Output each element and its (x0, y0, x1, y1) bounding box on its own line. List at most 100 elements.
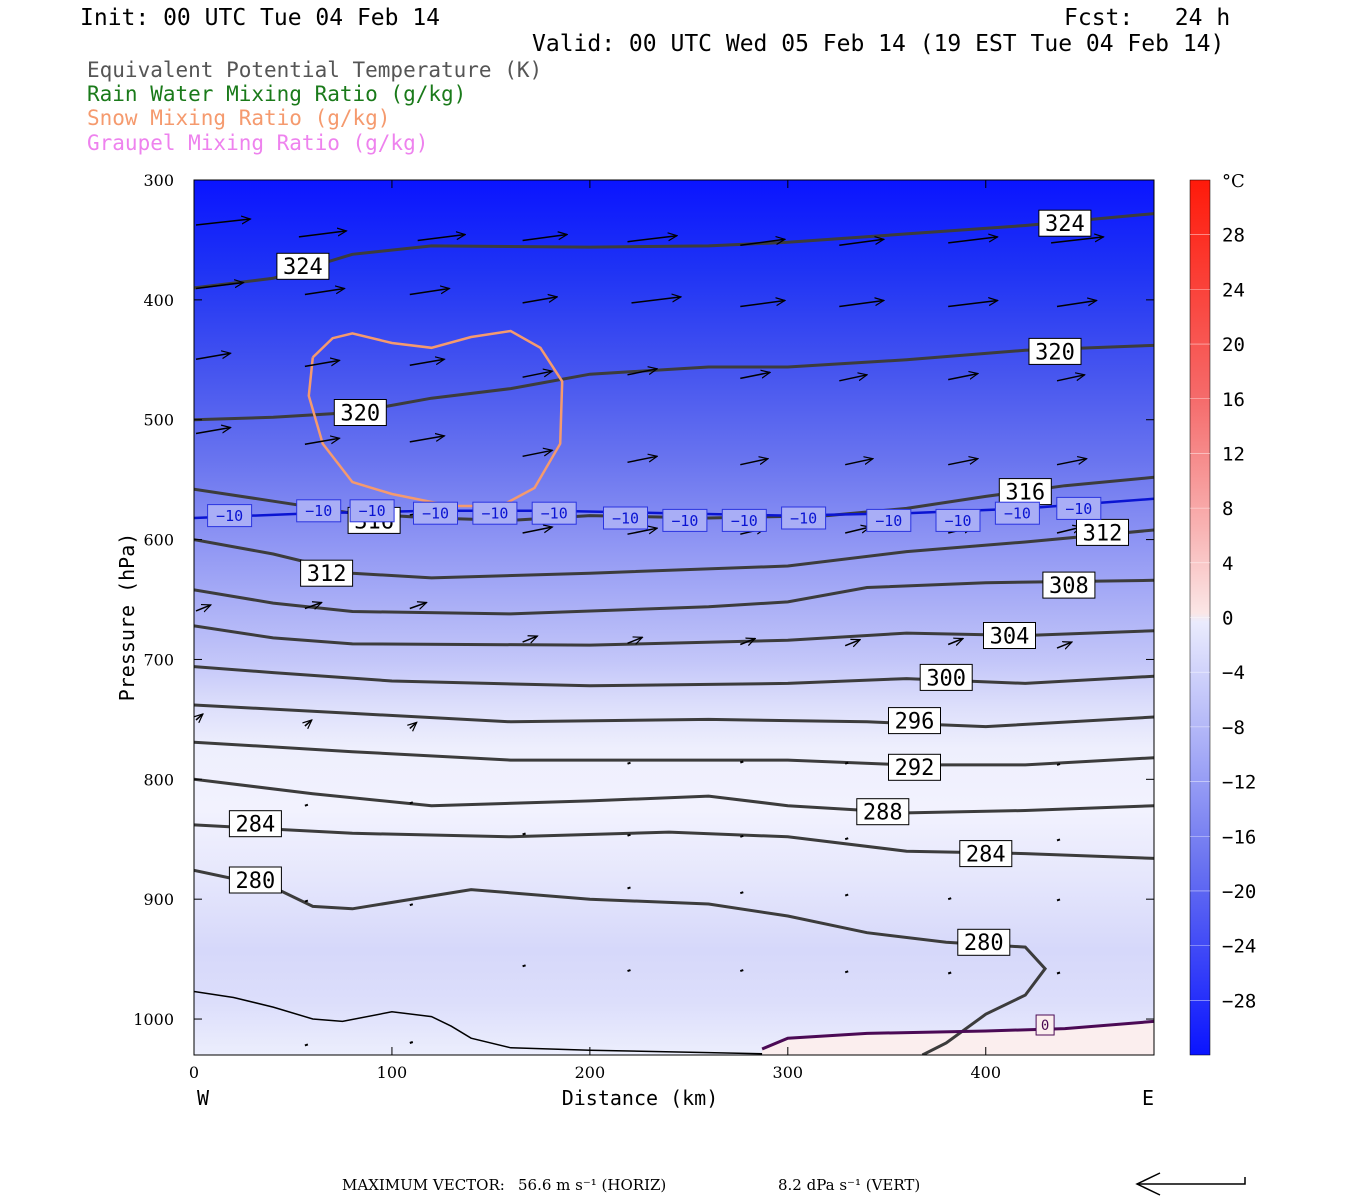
y-tick-label: 900 (143, 890, 174, 909)
wind-vector (522, 832, 526, 836)
wind-vector (409, 289, 450, 296)
theta-e-label-304: 304 (983, 622, 1036, 649)
east-label: E (1142, 1086, 1154, 1110)
legend-graupel: Graupel Mixing Ratio (g/kg) (87, 131, 429, 155)
isotherm-minus10-label: −10 (296, 499, 342, 523)
theta-e-label-316-text: 316 (1005, 481, 1045, 506)
isotherm-minus10-label-box (994, 501, 1040, 525)
colorbar-tick-label: 0 (1222, 608, 1233, 630)
isotherm-minus10-label-box (349, 499, 395, 523)
theta-e-label-280: 280 (228, 866, 282, 894)
wind-vector (196, 714, 203, 720)
wind-vector (845, 527, 870, 534)
snow-contours (307, 329, 564, 508)
theta-e-label-308: 308 (1042, 571, 1096, 599)
snow-contour (307, 329, 564, 508)
wind-vector (948, 301, 997, 308)
theta-e-label-288-text: 288 (863, 801, 903, 826)
x-tick-label: 300 (773, 1063, 804, 1082)
wind-vector (627, 833, 631, 837)
colorbar-tick-label: 12 (1222, 443, 1245, 465)
colorbar-tick-label: −24 (1222, 936, 1256, 958)
plot-frame (193, 179, 1155, 1056)
wind-vector (409, 359, 445, 366)
isotherm-minus10-label-text: −10 (790, 509, 817, 527)
contour-labels: 3243243203203163163123123083043002962922… (207, 209, 1129, 1036)
isotherm-minus10-label: −10 (935, 508, 981, 532)
theta-e-label-284: 284 (228, 810, 282, 838)
wind-vector (947, 897, 952, 901)
isotherm-minus10-label: −10 (207, 504, 253, 528)
max-vector-arrow-shaft (1137, 1177, 1246, 1185)
max-vector-vert: 8.2 dPa s⁻¹ (VERT) (778, 1176, 921, 1194)
theta-e-label-324: 324 (276, 252, 330, 280)
isotherm-minus10-label-box (472, 501, 518, 525)
legend-rain-water: Rain Water Mixing Ratio (g/kg) (87, 82, 467, 106)
wind-vector (627, 369, 658, 376)
wind-vector (195, 219, 250, 226)
theta-e-label-292-text: 292 (895, 756, 935, 781)
wind-vector (948, 374, 978, 381)
x-tick-label: 400 (970, 1063, 1001, 1082)
theta-e-label-312-box (1076, 518, 1129, 546)
wind-vector (1056, 971, 1061, 975)
theta-e-label-316: 316 (998, 478, 1052, 506)
valid-time: Valid: 00 UTC Wed 05 Feb 14 (19 EST Tue … (532, 31, 1225, 57)
wind-vector (845, 459, 873, 466)
wind-vector (522, 527, 553, 534)
colorbar-tick-label: −4 (1222, 662, 1245, 684)
isotherm-minus10-label: −10 (781, 506, 827, 530)
wind-vector (409, 801, 414, 805)
isotherm-minus10-label-text: −10 (671, 512, 698, 530)
wind-vector (1056, 838, 1061, 842)
wind-vector (304, 360, 340, 368)
isotherm-zero-label: 0 (1035, 1014, 1055, 1036)
legend-snow: Snow Mixing Ratio (g/kg) (87, 106, 391, 130)
isotherm-minus10-label-text: −10 (1065, 500, 1092, 518)
isotherm-minus10-label: −10 (866, 508, 912, 532)
theta-e-label-304-text: 304 (990, 624, 1030, 649)
wind-vector (522, 964, 526, 968)
isotherm-minus10-label: −10 (413, 501, 458, 525)
wind-vector (740, 639, 755, 645)
wind-vector (627, 761, 631, 765)
wind-vector (739, 760, 744, 764)
wind-vector (1056, 762, 1061, 766)
y-tick-label: 400 (143, 291, 174, 310)
theta-e-label-284-box (959, 840, 1013, 868)
theta-e-label-296: 296 (888, 707, 941, 735)
wind-vector (417, 235, 466, 242)
y-tick-label: 300 (143, 171, 174, 190)
colorbar-tick-label: −8 (1222, 717, 1245, 739)
theta-e-label-320-box (333, 399, 387, 426)
wind-vector (522, 235, 568, 242)
isotherm-minus10-label-text: −10 (481, 505, 508, 523)
theta-e-label-300-box (919, 663, 973, 691)
isotherm-minus10-label-box (781, 506, 827, 530)
theta-e-label-280-text: 280 (964, 931, 1004, 956)
wind-vector (844, 837, 849, 841)
colorbar-tick-label: 24 (1222, 279, 1245, 301)
wind-vector (839, 375, 867, 382)
wind-vector (740, 301, 785, 308)
theta-e-contour-300 (194, 665, 1154, 688)
isotherm-minus10-label-text: −10 (422, 505, 449, 523)
wind-vector (1056, 301, 1097, 308)
wind-vector (740, 372, 770, 380)
isotherm-minus10-label: −10 (1056, 496, 1102, 520)
wind-vector (409, 436, 445, 443)
theta-e-label-288: 288 (856, 798, 910, 826)
max-vector-label: MAXIMUM VECTOR: (342, 1176, 505, 1194)
theta-e-label-316-box (998, 478, 1052, 506)
theta-e-label-324-text: 324 (283, 255, 323, 280)
isotherm-minus10-label-text: −10 (359, 502, 386, 520)
theta-e-label-312: 312 (1076, 518, 1129, 546)
wind-vector (298, 231, 347, 238)
isotherm-minus10-label-box (1056, 496, 1102, 520)
wind-vector (947, 639, 963, 645)
wind-vector (522, 371, 553, 378)
wind-vector (631, 297, 681, 304)
wind-vector (627, 969, 631, 973)
theta-e-label-312: 312 (300, 559, 354, 587)
isotherm-minus10-label-text: −10 (216, 507, 243, 525)
